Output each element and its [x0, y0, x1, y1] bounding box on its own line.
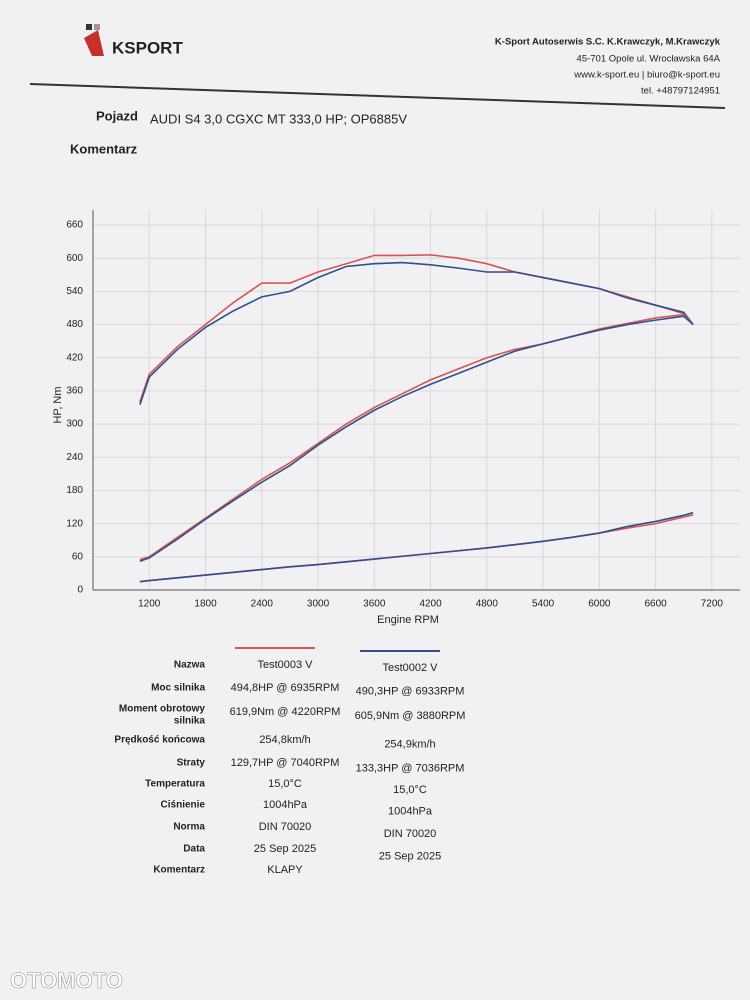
- vehicle-label: Pojazd: [96, 108, 138, 123]
- row-label: Komentarz: [153, 865, 205, 876]
- cell: 15,0°C: [393, 784, 427, 796]
- x-tick-label: 6600: [644, 599, 667, 610]
- cell: 15,0°C: [268, 778, 302, 790]
- cell: 25 Sep 2025: [254, 843, 316, 855]
- cell: 129,7HP @ 7040RPM: [231, 757, 340, 769]
- curve: [139, 313, 694, 561]
- cell: 25 Sep 2025: [379, 851, 441, 863]
- y-tick-label: 360: [66, 386, 83, 397]
- company-web: www.k-sport.eu | biuro@k-sport.eu: [573, 70, 720, 81]
- row-label: Norma: [173, 822, 205, 833]
- y-tick-label: 180: [66, 485, 83, 496]
- x-tick-label: 3000: [307, 599, 330, 610]
- results-table: Nazwa Test0003 V Test0002 V Moc silnika 494,…: [114, 647, 466, 876]
- y-tick-label: 480: [66, 319, 83, 330]
- cell: 133,3HP @ 7036RPM: [356, 762, 465, 774]
- chart: 0 60 120 180 240 300 360 420 480 540 600 660 1200 180…: [52, 210, 740, 626]
- cell: KLAPY: [267, 864, 303, 876]
- cell: 254,9km/h: [384, 739, 435, 751]
- x-tick-label: 5400: [532, 599, 555, 610]
- row-label: Prędkość końcowa: [114, 735, 205, 746]
- x-tick-label: 7200: [701, 599, 724, 610]
- watermark: OTOMOTO: [10, 968, 123, 993]
- logo-text: KSPORT: [112, 38, 183, 57]
- header-rule: [29, 83, 726, 109]
- row-label: Moc silnika: [151, 683, 205, 694]
- x-tick-label: 1800: [194, 599, 217, 610]
- row-label: Ciśnienie: [161, 800, 206, 811]
- cell: 1004hPa: [388, 806, 433, 818]
- curve: [139, 315, 694, 562]
- x-tick-label: 3600: [363, 599, 386, 610]
- cell: Test0002 V: [382, 662, 438, 674]
- y-tick-label: 660: [66, 220, 83, 231]
- company-name: K-Sport Autoserwis S.C. K.Krawczyk, M.Kr…: [495, 37, 721, 48]
- row-label: Temperatura: [145, 779, 205, 790]
- x-tick-label: 4200: [419, 599, 442, 610]
- x-tick-label: 1200: [138, 599, 161, 610]
- cell: DIN 70020: [259, 821, 312, 833]
- comment-label: Komentarz: [70, 141, 138, 156]
- company-address: 45-701 Opole ul. Wrocławska 64A: [577, 54, 721, 65]
- cell: 619,9Nm @ 4220RPM: [230, 706, 341, 718]
- y-tick-label: 240: [66, 452, 83, 463]
- row-label: Data: [183, 844, 205, 855]
- cell: 494,8HP @ 6935RPM: [231, 682, 340, 694]
- vehicle-value: AUDI S4 3,0 CGXC MT 333,0 HP; OP6885V: [150, 111, 407, 126]
- logo: [84, 24, 104, 56]
- y-tick-label: 60: [72, 551, 84, 562]
- y-tick-label: 540: [66, 286, 83, 297]
- x-tick-label: 6000: [588, 599, 611, 610]
- curve: [139, 511, 694, 583]
- cell: 490,3HP @ 6933RPM: [356, 686, 465, 698]
- x-tick-label: 2400: [251, 599, 274, 610]
- company-phone: tel. +48797124951: [641, 86, 720, 97]
- y-tick-label: 120: [66, 518, 83, 529]
- curve: [139, 261, 694, 405]
- x-tick-label: 4800: [476, 599, 499, 610]
- cell: 254,8km/h: [259, 734, 310, 746]
- row-label: Straty: [177, 758, 206, 769]
- y-axis-label: HP, Nm: [52, 386, 64, 423]
- y-tick-label: 600: [66, 253, 83, 264]
- y-tick-label: 300: [66, 419, 83, 430]
- row-label: Moment obrotowy: [119, 704, 206, 715]
- cell: Test0003 V: [257, 659, 313, 671]
- row-label: Nazwa: [174, 660, 206, 671]
- curve: [139, 514, 694, 583]
- x-axis-label: Engine RPM: [377, 614, 439, 626]
- cell: DIN 70020: [384, 828, 437, 840]
- row-label: silnika: [174, 716, 206, 727]
- y-tick-label: 420: [66, 352, 83, 363]
- y-tick-label: 0: [77, 585, 83, 596]
- cell: 1004hPa: [263, 799, 308, 811]
- cell: 605,9Nm @ 3880RPM: [355, 710, 466, 722]
